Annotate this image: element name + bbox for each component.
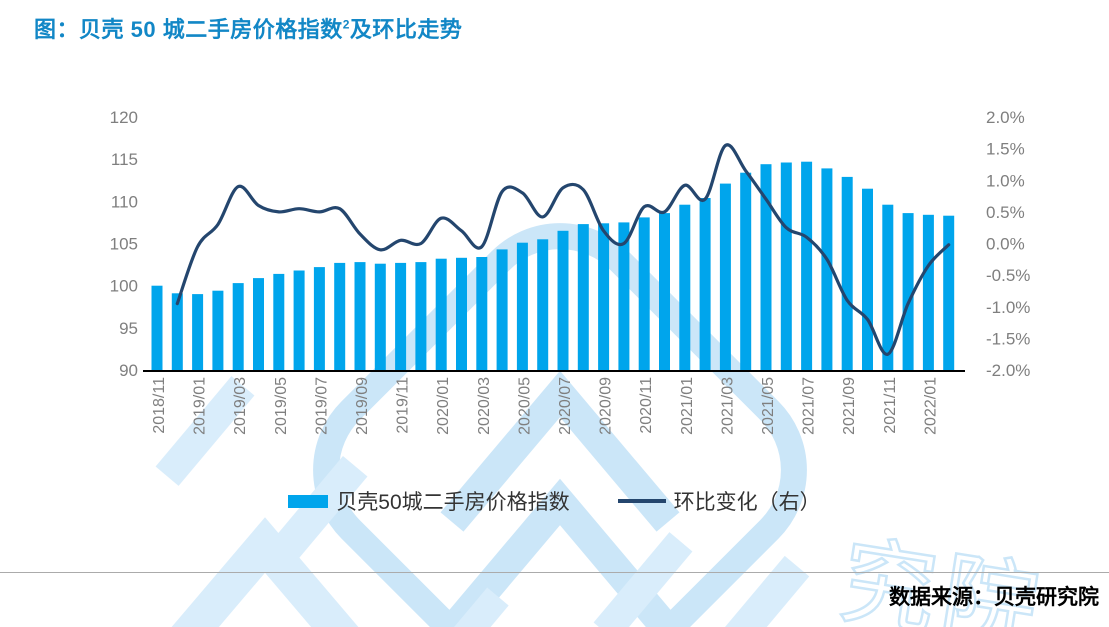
left-axis-tick-100: 100 [110,277,138,296]
bar-2018/12 [171,293,183,370]
x-axis-tick-2022/01: 2022/01 [922,377,939,435]
legend-label-mom-change: 环比变化（右） [673,491,821,514]
bar-2022/01 [922,214,934,370]
bar-2019/12 [415,262,427,370]
bar-2020/01 [435,258,447,370]
mom-change-line [175,143,951,356]
watermark-chevron [171,517,359,627]
bar-series-swatch [288,494,329,508]
price-index-chart: 120 115 110 105 100 95 90 2.0% 1.5% 1.0% 0.5% 0.0% -… [110,108,1031,435]
left-axis-tick-90: 90 [119,361,138,380]
bar-2019/08 [334,262,346,370]
bar-2019/10 [374,263,386,370]
bar-2020/04 [496,249,508,370]
bar-2020/11 [638,217,650,370]
footer-divider [0,572,1109,573]
x-axis-tick-2019/11: 2019/11 [395,377,412,434]
bar-2019/05 [273,273,285,370]
legend-item-price-index: 贝壳50城二手房价格指数 [288,486,570,516]
bar-2019/04 [253,278,264,370]
right-axis-tick-0.0%: 0.0% [986,235,1025,254]
left-axis-tick-120: 120 [110,108,138,127]
bar-2021/01 [679,204,691,370]
bar-2021/06 [780,162,792,370]
bar-2020/10 [618,222,630,370]
legend-label-price-index: 贝壳50城二手房价格指数 [336,491,570,514]
bar-2019/03 [232,283,244,370]
bar-2019/07 [313,267,325,370]
page-title: 图：贝壳 50 城二手房价格指数2及环比走势 [34,12,462,44]
bar-2020/03 [476,257,488,370]
bar-2020/06 [537,239,549,370]
right-axis-tick--0.5%: -0.5% [986,266,1030,285]
bar-2020/02 [456,257,467,370]
x-axis-tick-2018/11: 2018/11 [151,377,168,434]
x-axis-tick-2019/09: 2019/09 [354,377,371,435]
left-axis-tick-105: 105 [110,235,138,254]
x-axis-tick-2019/07: 2019/07 [313,377,330,435]
x-axis-tick-2020/07: 2020/07 [557,377,574,435]
right-axis-tick--1.5%: -1.5% [986,329,1030,348]
bar-2019/02 [212,290,224,370]
right-axis-tick--2.0%: -2.0% [986,361,1030,380]
bar-2021/11 [882,204,894,370]
bar-2021/04 [740,172,752,370]
bar-2020/09 [598,223,610,370]
x-axis-tick-2020/01: 2020/01 [435,377,452,435]
right-axis-tick-1.5%: 1.5% [986,140,1025,159]
x-axis-tick-2020/03: 2020/03 [476,377,493,435]
page-title-footnote-marker: 2 [342,17,350,32]
legend-item-mom-change: 环比变化（右） [617,486,821,516]
bar-2021/02 [699,198,711,370]
bar-2021/08 [821,168,833,370]
x-axis-tick-2020/05: 2020/05 [516,377,533,435]
line-series-swatch [617,499,666,503]
bar-2020/05 [516,242,528,370]
legend: 贝壳50城二手房价格指数 环比变化（右） [0,486,1109,516]
x-axis-tick-2021/03: 2021/03 [719,377,736,435]
x-axis-tick-2020/11: 2020/11 [638,377,655,434]
right-axis-tick-2.0%: 2.0% [986,108,1025,127]
left-axis-tick-110: 110 [111,192,138,211]
right-axis-tick--1.0%: -1.0% [986,298,1030,317]
x-axis-tick-2019/01: 2019/01 [192,377,209,435]
bar-2019/11 [395,262,407,370]
bar-2019/09 [354,262,366,370]
bar-2020/08 [577,224,589,370]
left-axis-tick-95: 95 [119,319,138,338]
x-axis-tick-2021/07: 2021/07 [801,377,818,435]
bar-2021/09 [841,176,853,370]
x-axis-tick-2020/09: 2020/09 [598,377,615,435]
bar-2019/06 [293,270,305,370]
page-title-suffix: 及环比走势 [349,17,463,42]
bar-2022/02 [943,215,955,370]
x-axis-tick-2021/05: 2021/05 [760,377,777,435]
bar-2020/12 [659,213,670,370]
bar-2018/11 [151,285,163,370]
right-axis-tick-0.5%: 0.5% [986,203,1025,222]
bar-2021/10 [862,188,873,370]
left-axis-tick-115: 115 [111,150,138,169]
data-source-note: 数据来源：贝壳研究院 [889,586,1099,609]
bar-2021/12 [902,213,914,370]
x-axis-tick-2019/03: 2019/03 [232,377,249,435]
watermark-ribbons [155,376,810,627]
bar-2019/01 [192,294,204,370]
bar-2021/05 [760,164,772,370]
x-axis-tick-2021/01: 2021/01 [679,377,696,435]
bar-2021/07 [801,161,813,370]
page-title-main: 图：贝壳 50 城二手房价格指数 [34,17,343,42]
watermark-text: 究院 [833,527,1051,627]
x-axis-tick-2021/11: 2021/11 [882,377,899,434]
x-axis-tick-2021/09: 2021/09 [841,377,858,435]
bar-2020/07 [557,230,569,370]
x-axis-tick-2019/05: 2019/05 [273,377,290,435]
bar-2021/03 [719,183,731,370]
right-axis-tick-1.0%: 1.0% [986,171,1025,190]
